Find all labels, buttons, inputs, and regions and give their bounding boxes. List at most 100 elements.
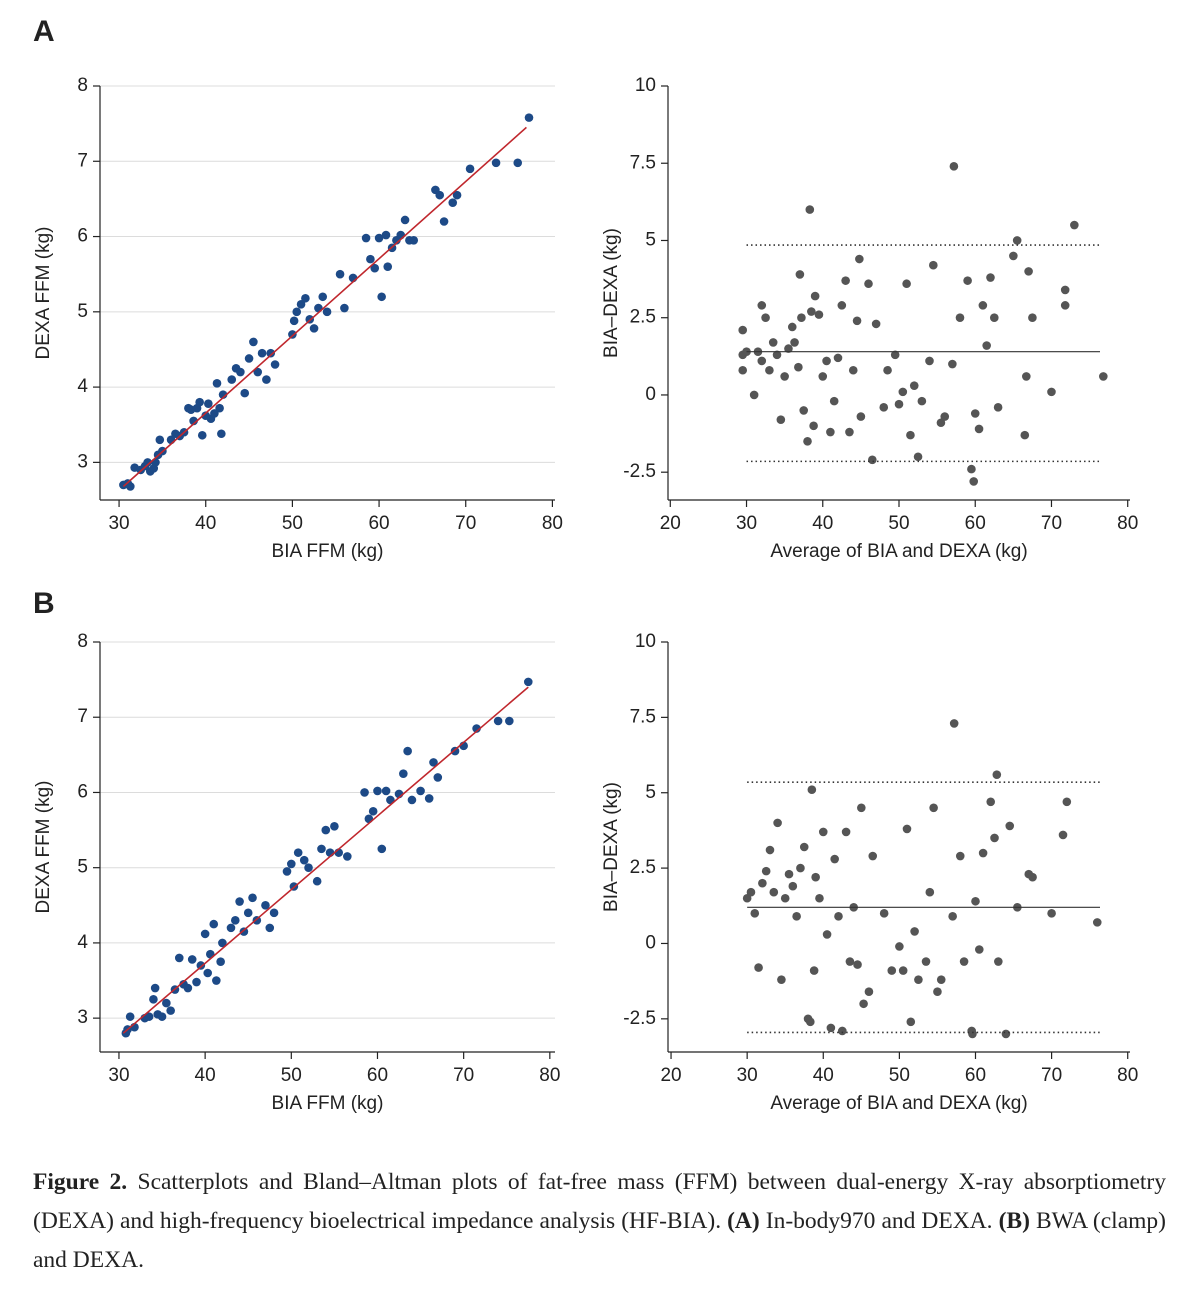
point (416, 786, 425, 796)
point (381, 230, 391, 240)
point (243, 908, 253, 918)
point (1047, 909, 1056, 918)
caption-text: Figure 2. (33, 1169, 128, 1195)
point (335, 269, 345, 279)
point (197, 430, 207, 440)
y-tick-label: 10 (635, 75, 656, 96)
point (818, 372, 828, 381)
point (189, 416, 198, 426)
point (859, 999, 868, 1009)
point (301, 293, 310, 303)
point (974, 945, 984, 954)
point (826, 427, 835, 437)
point (240, 388, 250, 398)
point (906, 1017, 916, 1027)
x-tick-label: 60 (965, 513, 986, 534)
point (318, 292, 328, 302)
point (963, 276, 972, 285)
point (157, 1012, 167, 1021)
x-tick-label: 60 (965, 1065, 986, 1086)
point (906, 430, 915, 440)
y-tick-label: 5 (77, 301, 88, 322)
x-tick-label: 40 (195, 1065, 216, 1086)
point (761, 313, 770, 323)
point (784, 344, 793, 353)
point (493, 716, 503, 726)
y-tick-label: 8 (77, 75, 88, 96)
point (317, 844, 326, 854)
point (796, 863, 805, 873)
point (261, 901, 270, 910)
point (890, 350, 900, 360)
y-axis-label: BIA–DEXA (kg) (601, 228, 622, 358)
x-tick-label: 20 (660, 513, 681, 534)
point (949, 162, 959, 171)
point (780, 372, 789, 381)
point (936, 975, 946, 984)
point (1009, 251, 1018, 261)
x-tick-label: 60 (368, 513, 389, 534)
point (377, 844, 387, 854)
point (807, 307, 816, 316)
point (1070, 220, 1079, 230)
x-tick-label: 70 (453, 1065, 474, 1086)
y-tick-label: 2.5 (630, 307, 656, 328)
point (218, 938, 227, 948)
point (304, 863, 313, 872)
point (1001, 1029, 1011, 1039)
point (848, 365, 858, 375)
point (750, 909, 760, 918)
y-tick-label: 7.5 (630, 706, 656, 727)
point (235, 897, 244, 906)
y-tick-label: 0 (645, 384, 656, 405)
point (768, 338, 778, 347)
x-tick-label: 40 (813, 1065, 834, 1086)
point (758, 878, 767, 888)
x-tick-label: 70 (455, 513, 476, 534)
point (407, 795, 417, 805)
x-tick-label: 30 (108, 513, 129, 534)
point (761, 866, 771, 876)
point (815, 893, 824, 903)
x-tick-label: 70 (1041, 1065, 1062, 1086)
point (262, 375, 271, 384)
point (282, 867, 292, 876)
point (993, 403, 1003, 412)
panel-label: A (33, 15, 55, 48)
point (144, 1012, 154, 1021)
point (513, 158, 523, 168)
point (841, 276, 850, 285)
point (321, 825, 331, 835)
point (374, 233, 384, 243)
point (452, 190, 462, 200)
point (215, 403, 224, 413)
x-tick-label: 80 (1117, 513, 1138, 534)
point (491, 158, 501, 168)
caption-text: BWA (clamp) and DEXA. (33, 1208, 1166, 1273)
point (971, 896, 980, 906)
point (784, 869, 794, 879)
point (187, 955, 197, 964)
point (845, 427, 854, 437)
point (974, 424, 984, 434)
point (212, 976, 221, 985)
point (853, 960, 862, 969)
point (373, 786, 382, 796)
y-axis-label: DEXA FFM (kg) (33, 226, 54, 359)
point (361, 233, 371, 243)
point (288, 330, 297, 339)
point (978, 848, 988, 858)
point (230, 916, 240, 925)
caption-text: Scatterplots and Bland–Altman plots of f… (33, 1169, 1166, 1234)
x-tick-label: 40 (812, 513, 833, 534)
y-tick-label: -2.5 (623, 461, 656, 482)
panel-label: B (33, 587, 55, 620)
x-tick-label: 60 (367, 1065, 388, 1086)
point (523, 677, 533, 687)
point (244, 354, 254, 363)
point (1062, 797, 1072, 807)
point (940, 412, 950, 421)
point (814, 310, 824, 319)
point (868, 455, 877, 465)
